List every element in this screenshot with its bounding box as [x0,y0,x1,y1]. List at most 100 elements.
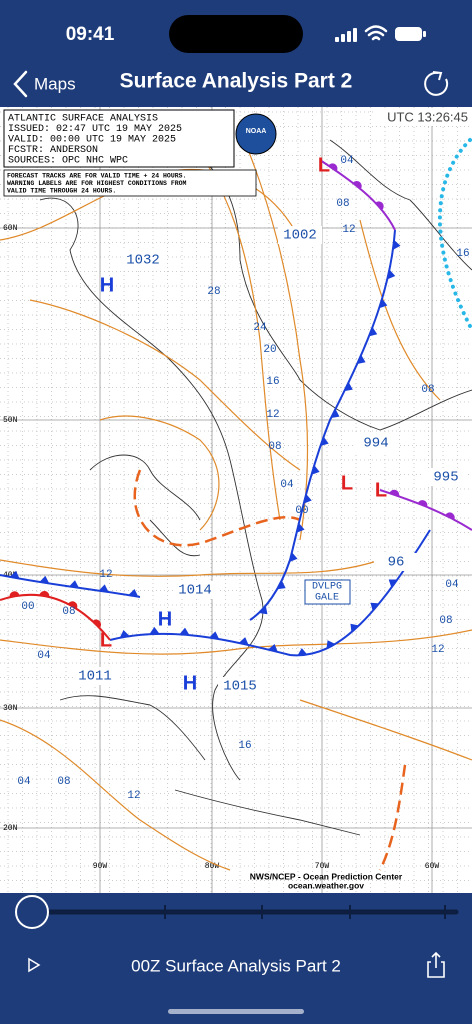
isobar [239,129,309,541]
player-title: 00Z Surface Analysis Part 2 [131,956,341,975]
note-line: FORECAST TRACKS ARE FOR VALID TIME + 24 … [7,173,186,180]
longitude-label: 90W [93,862,108,871]
coastline [329,139,472,271]
back-button[interactable]: Maps [13,70,76,98]
cold-front-symbol [149,626,160,635]
stationary-front-symbol [39,575,50,584]
cold-front-symbol [303,493,312,504]
occluded-front-symbol [445,512,455,520]
latitude-label: 50N [3,416,18,425]
isobar [0,719,231,871]
isobar-label: 04 [37,650,51,662]
isobar-label: 12 [431,644,444,656]
pressure-value: 1032 [126,253,160,269]
warm-front-symbol [39,590,50,597]
cold-front-symbol [238,637,249,646]
warm-front [0,593,111,641]
isobar [0,559,381,577]
pressure-center: H [158,608,172,630]
cold-front-symbol [311,465,320,475]
cold-front-symbol [379,298,388,309]
cold-front-symbol [179,627,190,636]
back-chevron[interactable] [13,70,28,98]
cold-front-symbol [268,643,278,652]
isobar-label: 08 [62,606,75,618]
pressure-center: L [375,479,387,501]
occluded-front-symbol [352,181,362,190]
occluded-front-symbol [389,489,400,497]
slider-thumb[interactable] [15,895,49,929]
weather-map: 60N 50N 40N 30N 20N 90W 80W 70W 60W ATLANTIC SURF… [0,107,472,893]
pressure-center: L [100,629,112,651]
cold-front-symbol [289,552,298,562]
latitude-label: 60N [3,224,18,233]
longitude-label: 60W [425,862,440,871]
refresh-button[interactable] [424,71,449,96]
nav-title: Surface Analysis Part 2 [120,70,353,93]
pressure-center: H [100,274,114,296]
note-box [3,169,257,197]
pressure-value: 1014 [178,583,212,599]
pressure-box [354,434,398,452]
isobar-label: 08 [57,776,70,788]
pressure-box [218,677,262,695]
warning-label: GALE [315,593,339,604]
credit: NWS/NCEP - Ocean Prediction Center [250,871,403,881]
cold-front-symbol [326,640,336,649]
pressure-box [121,251,165,269]
utc-time: UTC 13:26:45 [387,109,468,124]
slider-ticks [164,905,446,919]
home-indicator [168,1009,304,1014]
isobar [359,219,441,401]
cold-front-symbol [388,579,398,588]
cold-front-symbol [331,409,340,419]
occluded-front-symbol [328,163,338,172]
coastline [189,149,472,431]
isobar-label: 08 [439,615,452,627]
isobar-label: 04 [445,579,459,591]
noaa-label: NOAA [246,128,267,135]
isobar-label: 04 [280,479,294,491]
back-label[interactable]: Maps [34,74,76,93]
isobar-label: 04 [17,776,31,788]
longitude-label: 80W [205,862,220,871]
cold-front-symbol [344,382,353,392]
pressure-box [374,553,418,571]
isobar-label: 16 [238,740,251,752]
cold-front [109,529,431,657]
cold-front-symbol [370,602,380,612]
stationary-front-symbol [128,588,139,597]
pressure-value: 1015 [223,679,257,695]
latitude-label: 30N [3,704,18,713]
pressure-box [73,667,117,685]
isobar-label: 12 [127,790,140,802]
isobar-label: 04 [340,155,354,167]
cold-front-symbol [119,630,130,638]
cold-front-symbol [258,605,268,615]
noaa-logo [235,113,277,155]
pressure-value: 994 [363,436,388,452]
isobar [299,699,472,761]
header-box [3,109,235,168]
latitude-label: 20N [3,824,18,833]
latitude-label: 40N [3,571,18,580]
trough [378,764,407,871]
note-line: VALID TIME THROUGH 24 HOURS. [7,188,116,195]
cold-front-symbol [320,436,329,447]
occluded-front [379,489,472,531]
isobar-label: 00 [295,505,308,517]
pressure-value: 995 [433,470,458,486]
play-button[interactable] [28,957,41,973]
pressure-value: 1011 [78,669,112,685]
isobar-label: 24 [253,322,267,334]
pressure-box [173,581,217,599]
warm-front-symbol [68,601,78,609]
share-button[interactable] [427,951,445,978]
warm-front-symbol [9,591,20,598]
pressure-center: L [341,472,353,494]
note-line: WARNING LABELS ARE FOR HIGHEST CONDITION… [7,180,187,187]
stationary-front-symbol [69,580,79,588]
stationary-front-symbol [9,570,20,579]
longitude-label: 70W [315,862,330,871]
